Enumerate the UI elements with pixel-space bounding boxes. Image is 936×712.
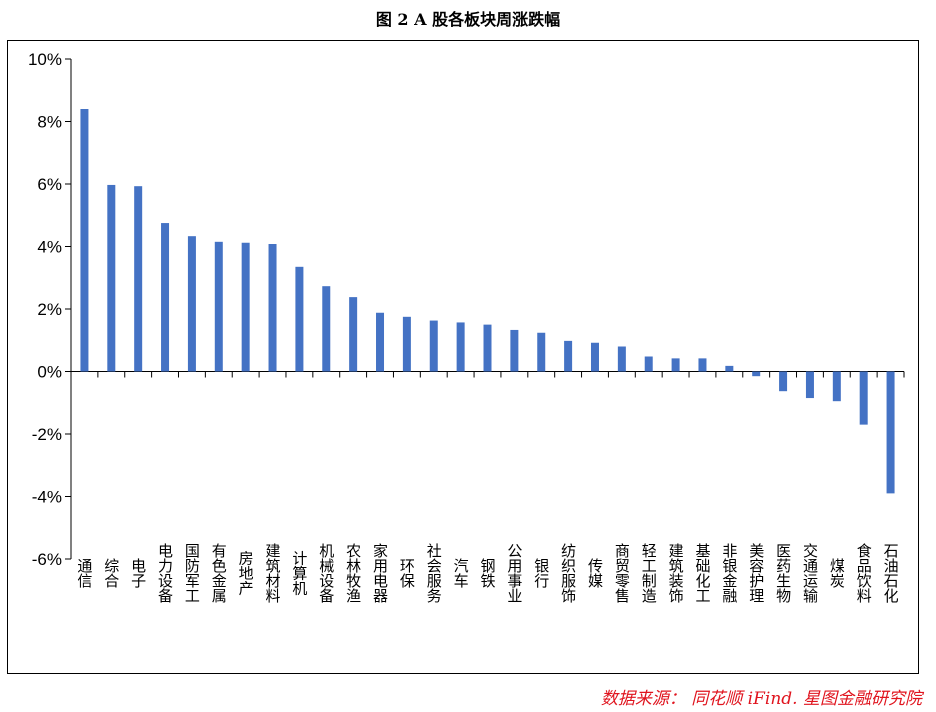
bar <box>161 223 170 372</box>
x-tick-label: 汽车 <box>452 558 470 588</box>
x-tick-label: 医药生物 <box>774 543 792 604</box>
bar <box>241 242 250 372</box>
bar <box>483 324 492 372</box>
x-tick-label: 轻工制造 <box>640 543 658 604</box>
x-tick-label: 商贸零售 <box>613 543 631 603</box>
bar <box>322 286 331 372</box>
chart-frame <box>7 40 919 674</box>
y-tick-label: 10% <box>28 50 62 69</box>
bar <box>671 358 680 372</box>
y-tick-label: 8% <box>37 113 62 132</box>
y-tick-label: 6% <box>37 175 62 194</box>
bar <box>832 371 841 402</box>
bar <box>564 340 573 372</box>
bar <box>429 320 438 372</box>
y-tick-label: 4% <box>37 238 62 257</box>
y-tick-label: -2% <box>32 425 62 444</box>
x-tick-label: 通信 <box>75 558 93 588</box>
bar <box>510 329 519 372</box>
x-tick-label: 房地产 <box>237 551 255 596</box>
bar <box>805 371 814 399</box>
bar <box>214 241 223 372</box>
chart-title: 图 2 A 股各板块周涨跌幅 <box>375 10 561 29</box>
y-tick-label: -4% <box>32 488 62 507</box>
bar <box>590 342 599 372</box>
bar <box>402 316 411 372</box>
x-tick-label: 传媒 <box>586 558 604 588</box>
y-tick-label: 0% <box>37 363 62 382</box>
x-tick-label: 建筑材料 <box>264 543 282 603</box>
bar <box>134 186 143 372</box>
bar <box>80 109 89 372</box>
x-tick-label: 家用电器 <box>371 543 389 603</box>
x-tick-label: 电力设备 <box>156 543 174 603</box>
bar <box>698 358 707 372</box>
x-tick-label: 环保 <box>398 558 416 588</box>
x-tick-label: 石油石化 <box>882 543 900 603</box>
bar <box>886 371 895 494</box>
x-tick-label: 建筑装饰 <box>667 543 685 603</box>
bar <box>349 297 358 372</box>
x-tick-label: 纺织服饰 <box>559 543 577 603</box>
x-tick-label: 有色金属 <box>210 543 228 603</box>
bar <box>295 266 304 372</box>
bar <box>268 244 277 372</box>
bar <box>644 356 653 372</box>
bar <box>859 371 868 425</box>
bar <box>376 312 385 372</box>
bar <box>752 371 761 377</box>
x-tick-label: 食品饮料 <box>855 543 873 603</box>
bar <box>107 184 116 372</box>
x-tick-label: 银行 <box>532 558 550 589</box>
x-tick-label: 美容护理 <box>747 543 765 603</box>
x-tick-label: 国防军工 <box>183 543 201 603</box>
y-tick-label: 2% <box>37 300 62 319</box>
x-tick-label: 农林牧渔 <box>344 543 362 603</box>
x-tick-label: 计算机 <box>290 551 308 597</box>
bar <box>187 236 196 372</box>
y-tick-label: -6% <box>32 550 62 569</box>
x-tick-label: 电子 <box>129 558 147 588</box>
x-tick-label: 交通运输 <box>801 542 819 603</box>
bar <box>725 365 734 372</box>
x-tick-label: 机械设备 <box>317 543 335 603</box>
x-tick-label: 综合 <box>102 558 120 588</box>
bar <box>617 346 626 372</box>
x-tick-label: 社会服务 <box>425 543 443 604</box>
x-tick-label: 煤炭 <box>828 558 846 588</box>
x-tick-label: 钢铁 <box>479 558 497 588</box>
x-tick-label: 基础化工 <box>693 543 711 603</box>
bar <box>779 371 788 392</box>
x-tick-label: 非银金融 <box>720 543 738 603</box>
x-tick-label: 公用事业 <box>505 543 523 603</box>
bar <box>537 332 546 372</box>
bar <box>456 322 465 372</box>
source-note: 数据来源： 同花顺 iFind. 星图金融研究院 <box>600 689 922 709</box>
